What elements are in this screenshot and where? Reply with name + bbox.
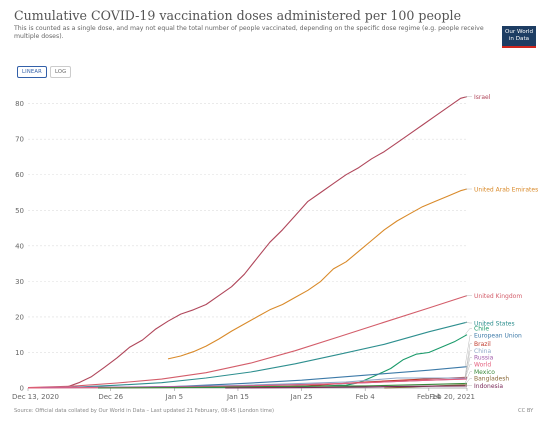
series-line-united-states: [72, 321, 468, 388]
logo-accent-bar: [502, 46, 536, 48]
logo-text-line2: in Data: [508, 35, 530, 42]
series-line-united-kingdom: [27, 295, 468, 389]
x-tick-label: Jan 15: [226, 393, 249, 401]
owid-logo[interactable]: Our World in Data: [502, 26, 536, 48]
y-tick-label: 60: [15, 171, 24, 179]
scale-toggle: LINEAR LOG: [17, 66, 72, 78]
y-tick-label: 80: [15, 100, 24, 108]
series-label: Bangladesh: [474, 376, 509, 383]
x-tick-label: Feb 4: [356, 393, 376, 401]
x-tick-label: Feb 14: [417, 393, 441, 401]
x-tick-label: Feb 20, 2021: [429, 393, 475, 401]
label-connector: [464, 378, 472, 385]
label-connector: [464, 335, 472, 367]
x-tick-label: Jan 5: [165, 393, 183, 401]
label-connector: [464, 350, 472, 379]
linear-scale-button[interactable]: LINEAR: [17, 66, 47, 78]
series-label: Russia: [474, 355, 494, 362]
series-line-israel: [66, 96, 468, 388]
y-tick-label: 50: [15, 207, 24, 215]
y-tick-label: 40: [15, 242, 24, 250]
chart-title: Cumulative COVID-19 vaccination doses ad…: [14, 8, 462, 23]
series-label: European Union: [474, 333, 522, 340]
series-label: United States: [474, 320, 515, 327]
y-tick-label: 20: [15, 313, 24, 321]
source-note: Source: Official data collated by Our Wo…: [14, 408, 275, 414]
label-connector: [464, 321, 472, 324]
series-label: United Kingdom: [474, 293, 522, 300]
x-tick-label: Dec 13, 2020: [12, 393, 59, 401]
series-line-indonesia: [225, 385, 468, 389]
series-label: Mexico: [474, 369, 495, 376]
label-connector: [464, 371, 472, 384]
y-tick-label: 0: [20, 385, 24, 393]
label-connector: [464, 357, 472, 379]
label-connector: [464, 343, 472, 378]
series-line-mexico: [97, 382, 468, 389]
series-label: Israel: [474, 94, 491, 101]
y-tick-label: 10: [15, 349, 24, 357]
logo-text-line1: Our World: [504, 29, 534, 35]
series-label: Chile: [474, 326, 489, 333]
x-tick-label: Dec 26: [98, 393, 123, 401]
series-label: Indonesia: [474, 383, 503, 390]
line-chart: 0 10 20 30 40 50 60 70 80 Dec 13, 2020 Dec 26 Jan 5…: [12, 94, 538, 401]
series-label: Brazil: [474, 341, 491, 348]
chart-subtitle: This is counted as a single dose, and ma…: [14, 25, 484, 41]
license-label: CC BY: [518, 408, 534, 414]
y-tick-label: 30: [15, 278, 24, 286]
y-tick-label: 70: [15, 136, 24, 144]
label-connector: [464, 328, 472, 335]
series-label: United Arab Emirates: [474, 186, 538, 193]
log-scale-button[interactable]: LOG: [49, 66, 72, 78]
series-line-united-arab-emirates: [167, 188, 468, 360]
series-label: World: [474, 361, 491, 368]
series-label: China: [474, 348, 491, 355]
x-tick-label: Jan 25: [290, 393, 313, 401]
label-connector: [464, 363, 472, 380]
